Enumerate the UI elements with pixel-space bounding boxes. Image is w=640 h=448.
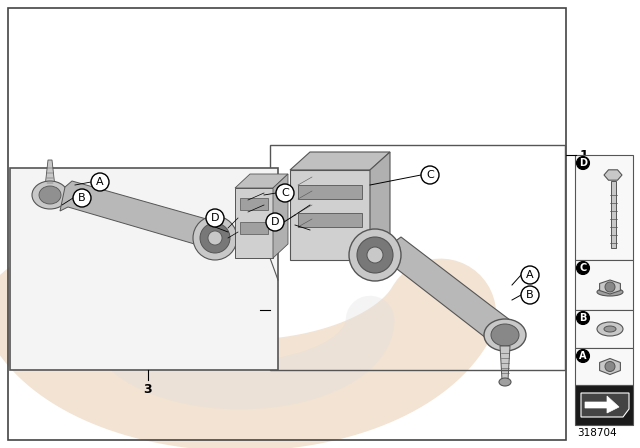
Bar [575, 348, 633, 385]
Ellipse shape [484, 319, 526, 351]
Text: 1: 1 [580, 148, 589, 161]
Bar [240, 198, 268, 210]
Ellipse shape [32, 181, 68, 209]
Ellipse shape [357, 237, 393, 273]
Ellipse shape [193, 216, 237, 260]
Polygon shape [290, 152, 390, 170]
Text: D: D [271, 217, 279, 227]
Text: B: B [579, 313, 587, 323]
Text: D: D [211, 213, 220, 223]
Bar [575, 155, 633, 260]
Circle shape [521, 286, 539, 304]
Polygon shape [600, 358, 620, 375]
Bar [10, 168, 278, 370]
Circle shape [521, 266, 539, 284]
Polygon shape [235, 174, 288, 188]
Ellipse shape [367, 247, 383, 263]
Text: 3: 3 [144, 383, 152, 396]
Polygon shape [585, 396, 619, 413]
Text: A: A [579, 351, 587, 361]
Circle shape [605, 362, 615, 371]
Bar [270, 145, 565, 370]
Circle shape [577, 349, 589, 362]
Ellipse shape [39, 186, 61, 204]
Ellipse shape [200, 223, 230, 253]
Bar [575, 385, 633, 425]
Text: B: B [526, 290, 534, 300]
Bar [298, 185, 362, 199]
Circle shape [276, 184, 294, 202]
Bar [575, 260, 633, 310]
Circle shape [206, 209, 224, 227]
Text: A: A [96, 177, 104, 187]
Text: C: C [281, 188, 289, 198]
Polygon shape [600, 280, 620, 294]
Text: C: C [426, 170, 434, 180]
Text: C: C [579, 263, 587, 273]
Ellipse shape [604, 326, 616, 332]
Ellipse shape [499, 378, 511, 386]
Polygon shape [45, 160, 55, 187]
Text: A: A [526, 270, 534, 280]
Ellipse shape [597, 322, 623, 336]
Circle shape [605, 282, 615, 292]
Polygon shape [604, 170, 622, 180]
Bar [298, 213, 362, 227]
Ellipse shape [491, 324, 519, 346]
Circle shape [577, 262, 589, 275]
Circle shape [421, 166, 439, 184]
Bar [240, 222, 268, 234]
Bar [235, 188, 273, 258]
Polygon shape [273, 174, 288, 258]
Bar [8, 8, 566, 440]
Text: 318704: 318704 [577, 428, 617, 438]
Circle shape [73, 189, 91, 207]
Polygon shape [370, 152, 390, 260]
Ellipse shape [208, 231, 222, 245]
Circle shape [266, 213, 284, 231]
Ellipse shape [349, 229, 401, 281]
Circle shape [91, 173, 109, 191]
Bar [575, 310, 633, 348]
Text: 2: 2 [247, 303, 256, 316]
Circle shape [577, 311, 589, 324]
Polygon shape [581, 393, 629, 417]
Bar [290, 170, 370, 260]
Polygon shape [500, 346, 510, 380]
Polygon shape [385, 237, 510, 345]
Circle shape [577, 156, 589, 169]
Bar [611, 181, 616, 248]
Text: B: B [78, 193, 86, 203]
Text: D: D [579, 158, 587, 168]
Polygon shape [60, 181, 225, 250]
Ellipse shape [597, 288, 623, 296]
